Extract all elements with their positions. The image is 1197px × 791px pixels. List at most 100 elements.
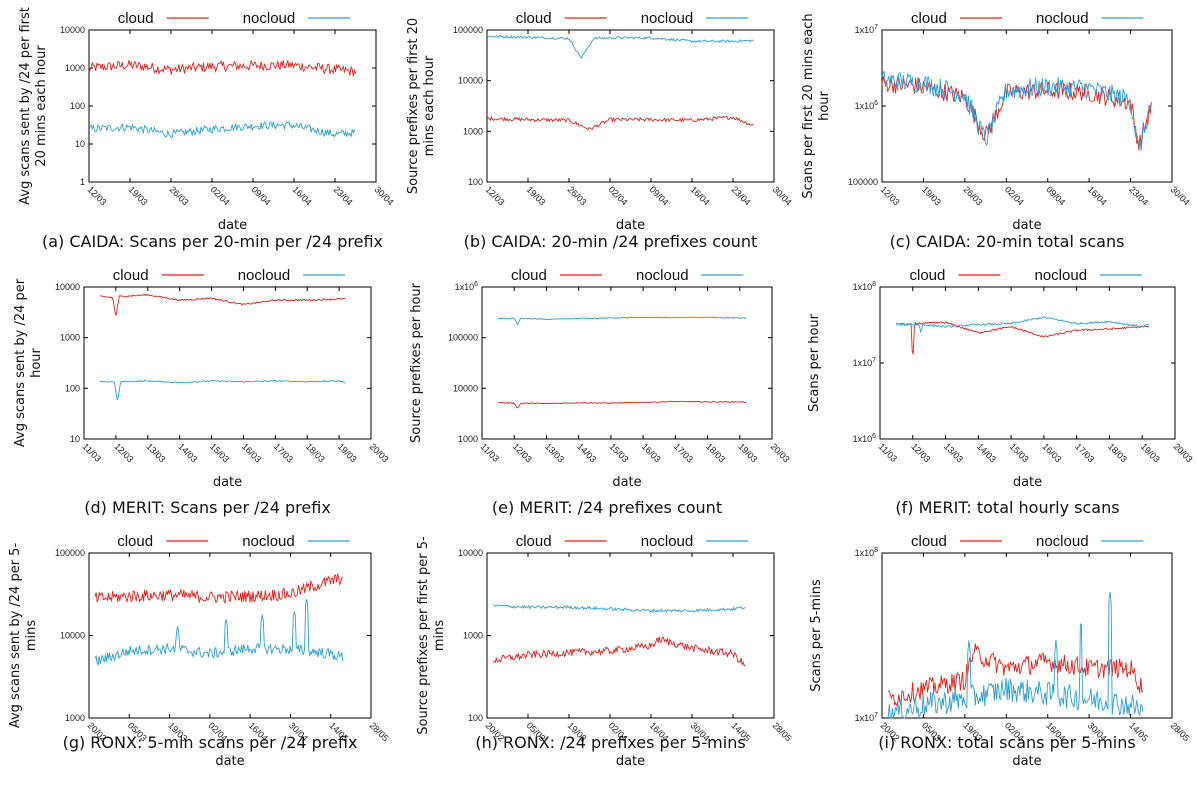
x-axis-label: date <box>218 218 247 233</box>
x-tick-label: 11/03 <box>81 441 104 464</box>
x-tick-label: 18/03 <box>304 441 327 464</box>
chart-e: 1000 10000 100000 1x106 11/03 12/03 13/03 14/03… <box>409 267 792 517</box>
y-tick-label: 1000 <box>458 434 478 444</box>
chart-c: 100000 1x106 1x107 12/03 19/03 26/03 02/04 09/0… <box>801 10 1192 251</box>
x-tick-label: 13/03 <box>543 441 566 464</box>
legend-label-nocloud: nocloud <box>1035 267 1088 284</box>
plot-frame <box>879 286 1176 440</box>
y-tick-label: 10000 <box>60 25 85 35</box>
x-tick-label: 18/03 <box>1106 441 1129 464</box>
x-axis-label: date <box>215 754 244 769</box>
x-tick-label: 11/03 <box>479 441 502 464</box>
x-tick-label: 16/04 <box>291 184 314 207</box>
x-tick-label: 14/03 <box>176 441 199 464</box>
x-tick-label: 19/03 <box>127 184 150 207</box>
legend-label-nocloud: nocloud <box>641 533 694 550</box>
series-line-nocloud <box>94 599 344 667</box>
plot-frame <box>486 552 775 719</box>
x-tick-label: 30/04 <box>771 184 794 207</box>
x-tick-label: 17/03 <box>1073 441 1096 464</box>
legend-label-nocloud: nocloud <box>1036 10 1089 27</box>
legend-label-cloud: cloud <box>516 533 552 550</box>
x-tick-label: 09/04 <box>1044 184 1067 207</box>
series-line-nocloud <box>492 604 746 614</box>
x-tick-label: 15/03 <box>208 441 231 464</box>
x-tick-label: 15/03 <box>1008 441 1031 464</box>
x-tick-label: 30/04 <box>1169 184 1192 207</box>
x-tick-label: 15/03 <box>607 441 630 464</box>
plot-frame <box>881 552 1173 719</box>
x-axis-label: date <box>612 475 641 490</box>
x-tick-label: 02/04 <box>1003 184 1026 207</box>
y-tick-label: 10000 <box>458 548 483 558</box>
x-tick-label: 14/03 <box>975 441 998 464</box>
y-tick-label: 1x107 <box>855 712 879 723</box>
series-line-cloud <box>486 115 754 131</box>
y-axis-label: Scans per 5-mins <box>809 579 824 692</box>
x-tick-label: 16/04 <box>1086 184 1109 207</box>
legend-label-nocloud: nocloud <box>242 533 295 550</box>
y-tick-label: 1x106 <box>855 100 879 111</box>
x-tick-label: 20/03 <box>769 441 792 464</box>
legend-label-cloud: cloud <box>118 10 154 27</box>
x-axis-label: date <box>1012 754 1041 769</box>
x-tick-label: 09/04 <box>648 184 671 207</box>
x-tick-label: 13/03 <box>144 441 167 464</box>
legend-label-cloud: cloud <box>511 267 547 284</box>
y-tick-label: 1x108 <box>855 547 879 558</box>
x-tick-label: 19/03 <box>920 184 943 207</box>
y-axis-label: Source prefixes per first per 5-mins <box>416 536 447 735</box>
plot-frame <box>881 29 1173 183</box>
y-tick-label: 1x107 <box>855 24 879 35</box>
plot-frame <box>88 29 377 183</box>
panel-caption: (i) RONX: total scans per 5-mins <box>878 733 1135 752</box>
y-tick-label: 1x108 <box>853 281 877 292</box>
series-line-cloud <box>88 59 356 77</box>
legend-label-cloud: cloud <box>113 267 149 284</box>
y-tick-label: 1 <box>80 177 85 187</box>
x-tick-label: 16/03 <box>1040 441 1063 464</box>
y-tick-label: 1000 <box>463 126 483 136</box>
legend-label-cloud: cloud <box>911 533 947 550</box>
x-tick-label: 19/03 <box>1139 441 1162 464</box>
y-tick-label: 1000 <box>65 63 85 73</box>
x-tick-label: 14/03 <box>575 441 598 464</box>
legend-label-cloud: cloud <box>911 10 947 27</box>
y-tick-label: 100000 <box>453 25 483 35</box>
y-axis-label: Avg scans sent by /24 per first20 mins e… <box>18 7 49 205</box>
x-axis-label: date <box>213 475 242 490</box>
legend-label-nocloud: nocloud <box>243 10 296 27</box>
x-tick-label: 09/04 <box>250 184 273 207</box>
series-line-nocloud <box>99 379 346 401</box>
legend-label-nocloud: nocloud <box>636 267 689 284</box>
legend-label-cloud: cloud <box>117 533 153 550</box>
y-tick-label: 10000 <box>458 76 483 86</box>
x-axis-label: date <box>616 754 645 769</box>
panel-caption: (d) MERIT: Scans per /24 prefix <box>84 498 331 517</box>
x-tick-label: 30/04 <box>373 184 396 207</box>
chart-d: 10 100 1000 10000 11/03 12/03 13/03 14/03 15/03 1… <box>13 267 391 517</box>
y-tick-label: 1x106 <box>455 281 479 292</box>
x-tick-label: 20/03 <box>368 441 391 464</box>
series-line-nocloud <box>486 34 754 59</box>
y-tick-label: 1x106 <box>853 433 877 444</box>
y-axis-label: Scans per hour <box>807 313 822 412</box>
x-axis-label: date <box>1013 475 1042 490</box>
x-tick-label: 23/04 <box>332 184 355 207</box>
chart-b: 100 1000 10000 100000 12/03 19/03 26/03 02/04 09… <box>406 10 794 251</box>
y-tick-label: 1x107 <box>853 357 877 368</box>
y-tick-label: 100 <box>468 713 483 723</box>
legend-label-cloud: cloud <box>516 10 552 27</box>
x-tick-label: 12/03 <box>879 184 902 207</box>
series-line-nocloud <box>88 121 356 139</box>
x-tick-label: 12/03 <box>909 441 932 464</box>
x-tick-label: 26/03 <box>961 184 984 207</box>
panel-caption: (f) MERIT: total hourly scans <box>895 498 1119 517</box>
x-tick-label: 26/03 <box>168 184 191 207</box>
x-tick-label: 23/04 <box>730 184 753 207</box>
panel-caption: (h) RONX: /24 prefixes per 5-mins <box>475 733 745 752</box>
x-tick-label: 28/05 <box>1169 720 1192 743</box>
panel-caption: (c) CAIDA: 20-min total scans <box>890 232 1125 251</box>
